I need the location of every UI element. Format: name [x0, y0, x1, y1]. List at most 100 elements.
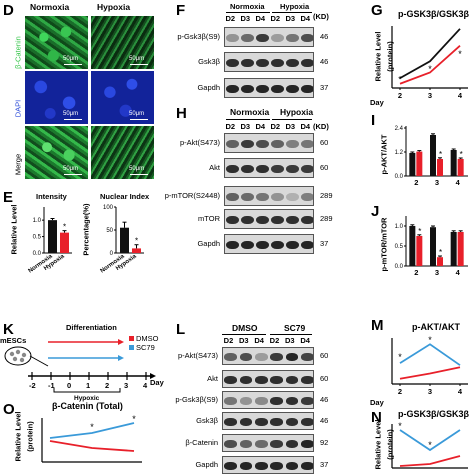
panel-f-kd-header: (KD): [313, 12, 329, 21]
blot-band: [301, 193, 313, 202]
timeline-tick-label: 1: [86, 381, 91, 390]
blot-kd-value: 289: [320, 191, 333, 200]
x-tick-label: 3: [435, 268, 439, 277]
series-line: [399, 343, 461, 366]
blot-band: [241, 34, 254, 43]
cell: [9, 351, 15, 357]
lane-label-d4: D4: [300, 336, 310, 345]
significance-star: *: [398, 421, 402, 431]
lane-label-d2: D2: [225, 14, 236, 23]
significance-star: *: [428, 440, 432, 450]
blot-strip: [224, 209, 314, 229]
significance-star: *: [398, 75, 402, 85]
blot-band: [301, 59, 313, 68]
blot-band: [241, 59, 254, 68]
panel-m-letter: M: [371, 317, 384, 334]
bar: [430, 227, 436, 266]
blot-row-label: mTOR: [198, 214, 220, 223]
blot-band: [285, 397, 299, 405]
series-line: [399, 366, 461, 380]
blot-strip: [224, 186, 314, 206]
x-tick-label: 2: [398, 91, 402, 100]
blot-band: [271, 165, 284, 174]
blot-strip: [222, 456, 314, 474]
blot-strip: [222, 434, 314, 452]
panel-d-row-catenin: β-Catenin: [13, 36, 23, 69]
micro-hypoxia-catenin: [90, 15, 155, 70]
lane-label-d4: D4: [300, 122, 311, 131]
blot-band: [285, 462, 299, 470]
blot-band: [285, 440, 299, 448]
blot-kd-value: 92: [320, 438, 329, 447]
scale-bar-1: [64, 64, 82, 65]
lane-label-d4: D4: [255, 14, 266, 23]
panel-l-letter: L: [176, 321, 186, 338]
panel-h-kd-header: (KD): [313, 122, 329, 131]
significance-star: *: [428, 335, 432, 345]
blot-row-label: p-Akt(S473): [177, 351, 218, 360]
panel-e-ylabel-left: Relative Level: [9, 204, 19, 255]
blot-band: [271, 216, 284, 225]
blot-band: [301, 216, 313, 225]
lane-label-d3: D3: [240, 14, 251, 23]
panel-h-header-hypoxia: Hypoxia: [280, 107, 314, 117]
blot-row-label: Akt: [209, 163, 220, 172]
x-tick-label: 4: [456, 268, 461, 277]
micro-normoxia-catenin: [24, 15, 89, 70]
panel-k-cells-label: mESCs: [0, 336, 27, 345]
blot-band: [301, 241, 313, 250]
panel-m-title: p-AKT/AKT: [412, 322, 460, 332]
series-line: [399, 45, 461, 85]
scale-label-4: 50μm: [129, 111, 145, 117]
panel-l-header-dmso: DMSO: [232, 323, 258, 333]
hypoxic-bracket: [53, 388, 121, 393]
blot-band: [226, 85, 239, 94]
blot-band: [224, 353, 237, 361]
blot-band: [301, 34, 313, 43]
chart-j: 0.0 0.5 1.0 * 2 * 3 4: [395, 216, 468, 277]
x-tick-label: 2: [398, 387, 402, 396]
x-tick-label: 2: [414, 268, 418, 277]
panel-f-letter: F: [176, 2, 186, 19]
blot-kd-value: 46: [320, 32, 329, 41]
scale-label-1: 50μm: [63, 56, 79, 62]
panel-m-xlabel: Day: [370, 398, 384, 407]
panel-e-nuclear-title: Nuclear Index: [100, 192, 150, 201]
blot-band: [256, 216, 269, 225]
bar: [416, 236, 423, 266]
blot-band: [224, 462, 237, 470]
blot-band: [224, 376, 237, 384]
x-tick-label: 3: [435, 178, 439, 187]
blot-band: [226, 59, 239, 68]
x-tick-label: 3: [428, 91, 432, 100]
bar: [409, 226, 416, 266]
blot-band: [256, 140, 269, 149]
timeline-head: [150, 373, 156, 379]
panel-k-differentiation: Differentiation: [66, 323, 117, 332]
blot-row-label: Gapdh: [197, 83, 220, 92]
lane-label-d3: D3: [239, 336, 249, 345]
blot-band: [286, 85, 299, 94]
lane-label-d3: D3: [285, 14, 296, 23]
panel-d-col-normoxia: Normoxia: [30, 2, 70, 12]
bar: [409, 153, 416, 176]
blot-kd-value: 37: [320, 239, 329, 248]
y-tick-label: 1.0: [395, 224, 404, 230]
blot-band: [270, 418, 283, 426]
lane-label-d3: D3: [240, 122, 251, 131]
panel-j-letter: J: [371, 203, 380, 220]
blot-band: [286, 140, 299, 149]
blot-strip: [224, 234, 314, 254]
blot-band: [241, 165, 254, 174]
timeline-tick-label: 3: [124, 381, 129, 390]
y-tick-label: 0.5: [33, 235, 42, 241]
panel-f-header-normoxia: Normoxia: [230, 2, 265, 11]
panel-k-diagram: [4, 339, 156, 393]
bar-normoxia: [120, 227, 129, 253]
panel-n-title: p-GSK3β/GSK3β: [398, 409, 469, 419]
micro-normoxia-dapi: [24, 70, 89, 125]
blot-strip: [224, 27, 314, 47]
blot-kd-value: 46: [320, 395, 329, 404]
cells-cluster: [4, 346, 32, 366]
